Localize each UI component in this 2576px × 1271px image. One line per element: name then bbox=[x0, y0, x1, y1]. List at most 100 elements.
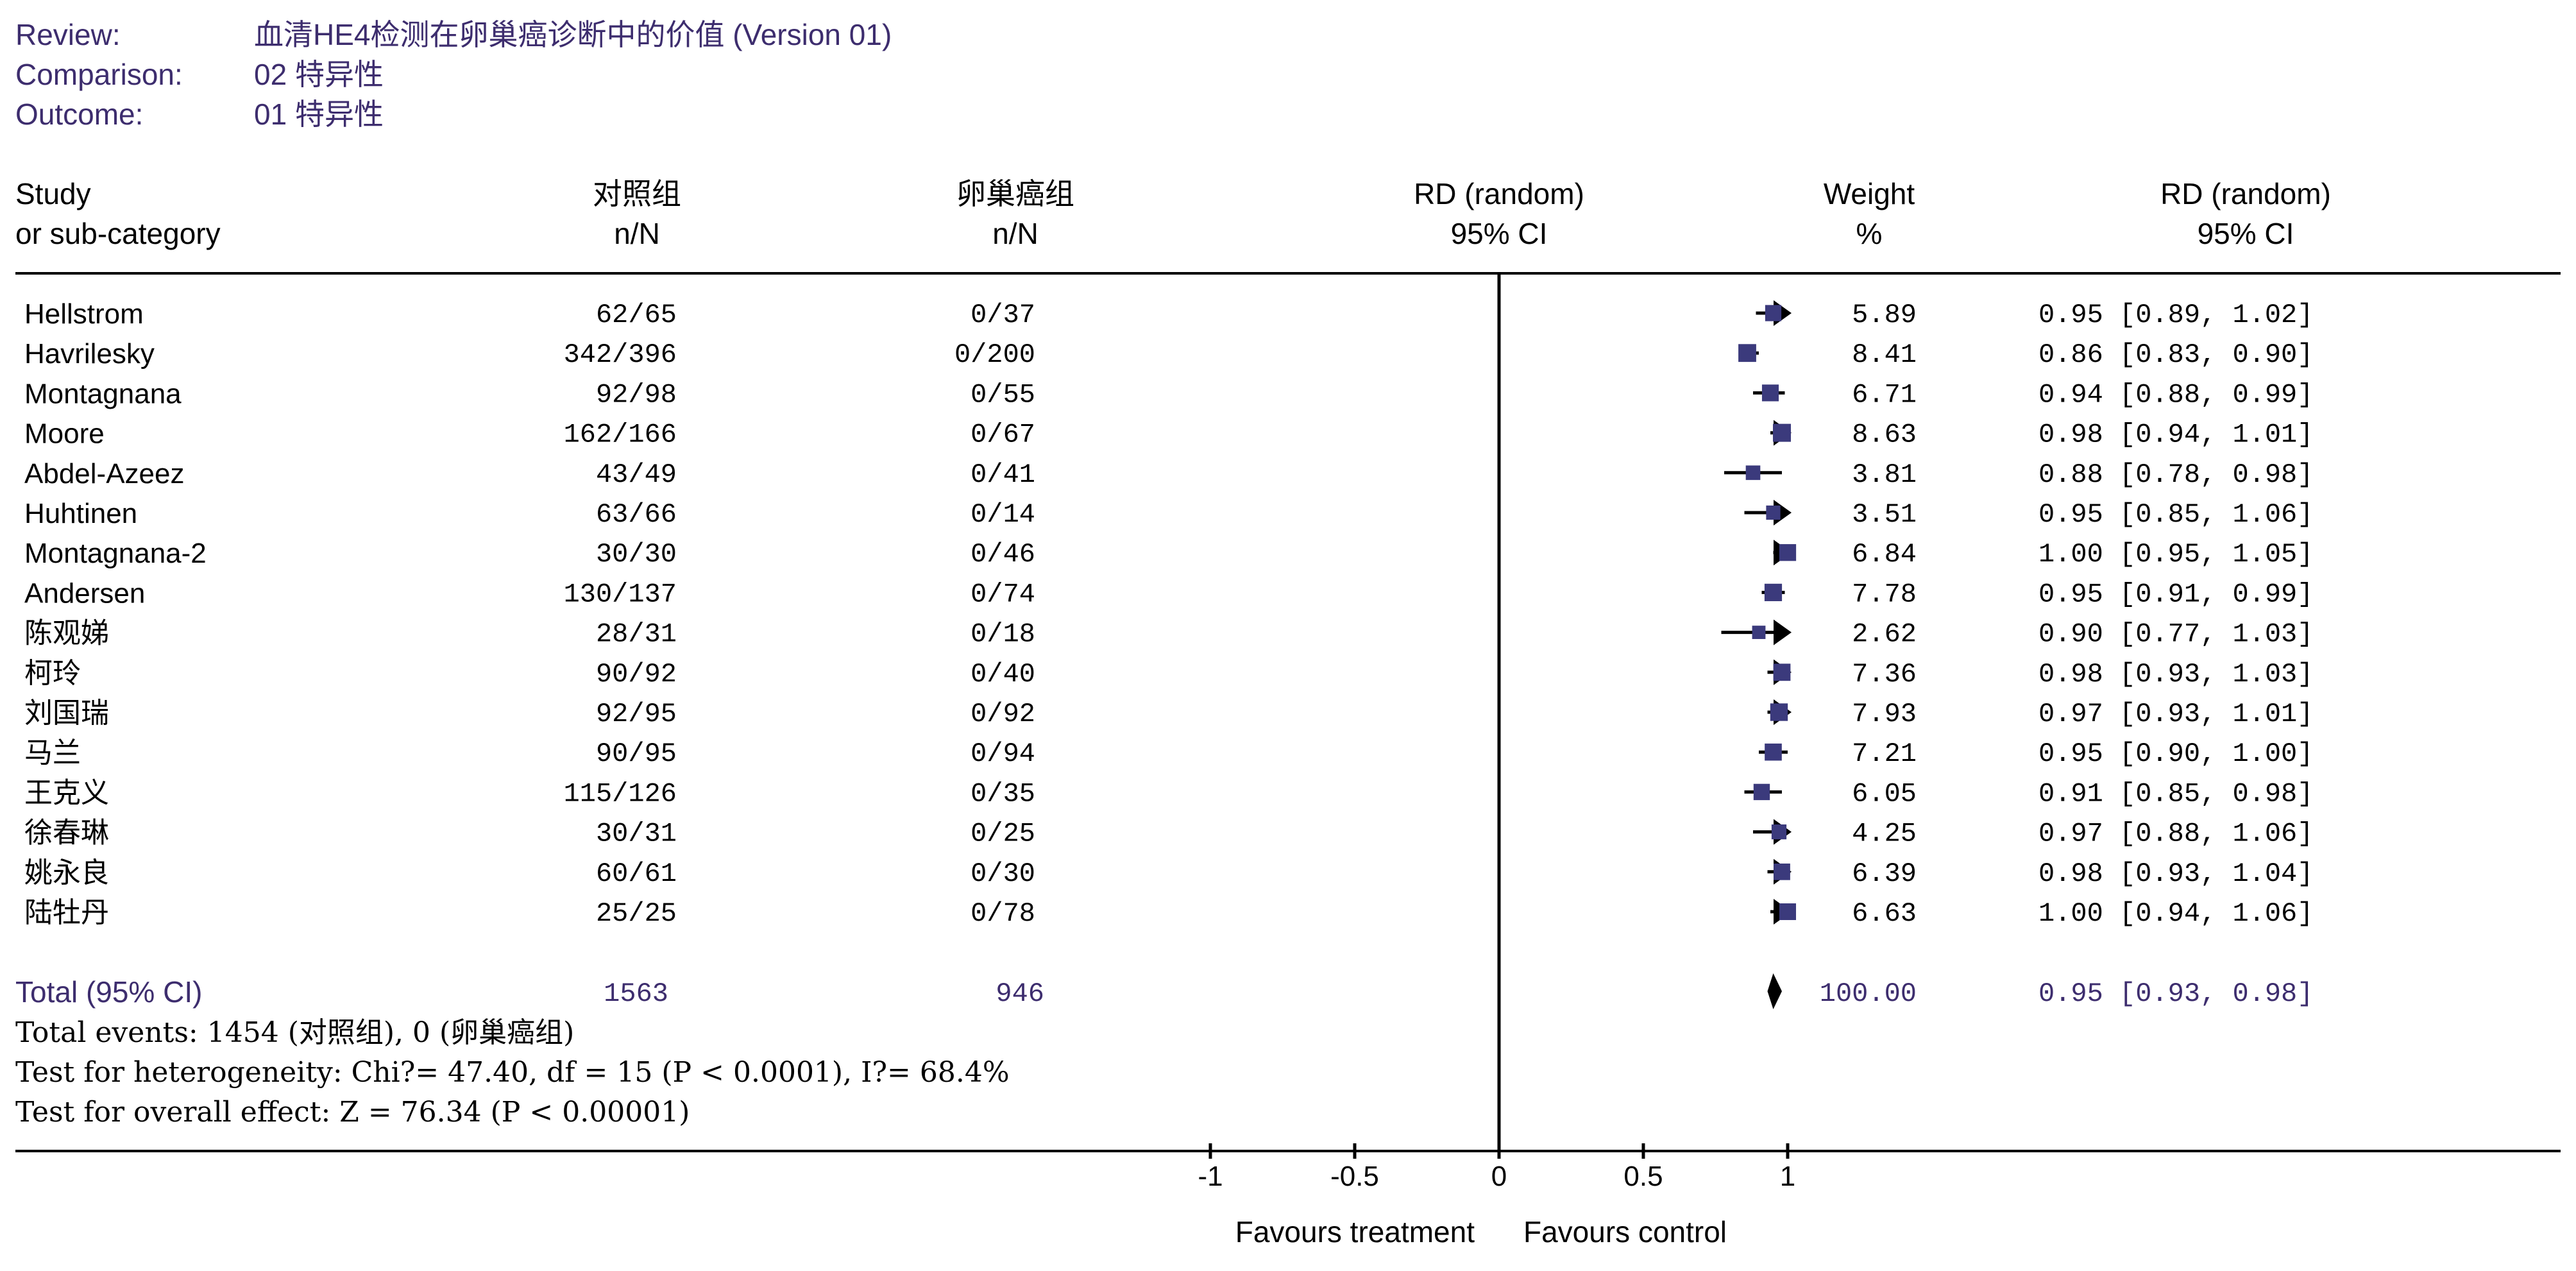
study-name: 柯玲 bbox=[24, 658, 81, 689]
study-weight: 5.89 bbox=[1852, 300, 1917, 330]
study-ci: 0.98 [0.93, 1.04] bbox=[2038, 858, 2313, 889]
study-weight: 7.21 bbox=[1852, 738, 1917, 769]
header-plot-ci: 95% CI bbox=[1451, 217, 1548, 250]
axis-direction-labels: Favours treatment Favours control bbox=[1235, 1215, 1727, 1249]
study-n1: 92/95 bbox=[596, 699, 677, 729]
axis-tick-label: 0 bbox=[1491, 1161, 1507, 1192]
study-row: 马兰 90/95 0/94 7.21 0.95 [0.90, 1.00] bbox=[24, 737, 2313, 769]
x-axis: -1 -0.5 0 0.5 1 bbox=[1198, 1143, 1795, 1192]
header-ci-sub: 95% CI bbox=[2198, 217, 2294, 250]
comparison-value: 02 特异性 bbox=[254, 58, 384, 91]
study-n1: 62/65 bbox=[596, 300, 677, 330]
study-ci: 0.94 [0.88, 0.99] bbox=[2038, 379, 2313, 410]
study-name: 姚永良 bbox=[24, 857, 109, 889]
axis-tick-label: 0.5 bbox=[1623, 1161, 1663, 1192]
study-name: 马兰 bbox=[24, 737, 81, 769]
header-study: Study bbox=[15, 177, 91, 210]
total-weight: 100.00 bbox=[1820, 978, 1917, 1009]
outcome-label: Outcome: bbox=[15, 98, 143, 131]
study-ci: 0.95 [0.90, 1.00] bbox=[2038, 738, 2313, 769]
study-row: Hellstrom 62/65 0/37 5.89 0.95 [0.89, 1.02] bbox=[24, 298, 2313, 330]
heterogeneity-test: Test for heterogeneity: Chi?= 47.40, df … bbox=[15, 1056, 1010, 1089]
study-row: 柯玲 90/92 0/40 7.36 0.98 [0.93, 1.03] bbox=[24, 658, 2313, 690]
pooled-diamond bbox=[1767, 973, 1782, 1009]
study-ci: 1.00 [0.94, 1.06] bbox=[2038, 898, 2313, 929]
header-group2-n: n/N bbox=[992, 217, 1038, 250]
study-ci: 0.90 [0.77, 1.03] bbox=[2038, 619, 2313, 650]
favours-treatment-label: Favours treatment bbox=[1235, 1215, 1475, 1249]
study-n1: 25/25 bbox=[596, 898, 677, 929]
point-estimate-box bbox=[1765, 743, 1782, 761]
study-weight: 6.05 bbox=[1852, 778, 1917, 809]
study-n1: 115/126 bbox=[564, 778, 677, 809]
point-estimate-box bbox=[1752, 626, 1766, 640]
point-estimate-box bbox=[1773, 663, 1791, 681]
study-n1: 28/31 bbox=[596, 619, 677, 650]
study-name: Montagnana bbox=[24, 378, 182, 409]
total-events: Total events: 1454 (对照组), 0 (卵巢癌组) bbox=[15, 1016, 574, 1049]
study-n2: 0/35 bbox=[970, 778, 1035, 809]
study-name: Huhtinen bbox=[24, 498, 137, 529]
study-n1: 63/66 bbox=[596, 499, 677, 530]
study-name: 陆牡丹 bbox=[24, 897, 109, 928]
study-n1: 92/98 bbox=[596, 379, 677, 410]
study-row: 徐春琳 30/31 0/25 4.25 0.97 [0.88, 1.06] bbox=[24, 817, 2313, 849]
study-n2: 0/30 bbox=[970, 858, 1035, 889]
study-name: 陈观娣 bbox=[24, 618, 109, 649]
study-n2: 0/74 bbox=[970, 579, 1035, 610]
comparison-label: Comparison: bbox=[15, 58, 183, 91]
study-row: 刘国瑞 92/95 0/92 7.93 0.97 [0.93, 1.01] bbox=[24, 697, 2313, 729]
point-estimate-box bbox=[1745, 465, 1761, 481]
review-value: 血清HE4检测在卵巢癌诊断中的价值 (Version 01) bbox=[254, 18, 892, 51]
study-weight: 6.63 bbox=[1852, 898, 1917, 929]
study-n1: 162/166 bbox=[564, 420, 677, 450]
outcome-value: 01 特异性 bbox=[254, 98, 384, 131]
study-name: Hellstrom bbox=[24, 298, 144, 330]
study-row: 姚永良 60/61 0/30 6.39 0.98 [0.93, 1.04] bbox=[24, 857, 2313, 889]
study-n1: 30/30 bbox=[596, 539, 677, 570]
point-estimate-box bbox=[1779, 903, 1797, 921]
study-weight: 3.51 bbox=[1852, 499, 1917, 530]
study-name: Moore bbox=[24, 418, 105, 450]
header-group2: 卵巢癌组 bbox=[956, 177, 1074, 210]
study-ci: 0.95 [0.89, 1.02] bbox=[2038, 300, 2313, 330]
study-row: 王克义 115/126 0/35 6.05 0.91 [0.85, 0.98] bbox=[24, 777, 2313, 809]
study-n1: 30/31 bbox=[596, 819, 677, 849]
point-estimate-box bbox=[1765, 305, 1782, 321]
study-name: Abdel-Azeez bbox=[24, 458, 184, 490]
point-estimate-box bbox=[1764, 583, 1783, 601]
point-estimate-box bbox=[1738, 344, 1756, 363]
study-name: 徐春琳 bbox=[24, 817, 109, 849]
study-n2: 0/92 bbox=[970, 699, 1035, 729]
study-row: Montagnana-2 30/30 0/46 6.84 1.00 [0.95, 1.0… bbox=[24, 538, 2313, 570]
ci-arrow bbox=[1774, 619, 1792, 645]
study-name: Montagnana-2 bbox=[24, 538, 207, 569]
axis-tick-label: 1 bbox=[1780, 1161, 1795, 1192]
study-n2: 0/37 bbox=[970, 300, 1035, 330]
study-ci: 1.00 [0.95, 1.05] bbox=[2038, 539, 2313, 570]
study-row: Havrilesky 342/396 0/200 8.41 0.86 [0.83, 0.… bbox=[24, 338, 2313, 370]
study-n2: 0/55 bbox=[970, 379, 1035, 410]
study-ci: 0.97 [0.93, 1.01] bbox=[2038, 699, 2313, 729]
total-n2: 946 bbox=[996, 978, 1044, 1009]
study-row: Andersen 130/137 0/74 7.78 0.95 [0.91, 0.99] bbox=[24, 577, 2313, 610]
study-ci: 0.98 [0.93, 1.03] bbox=[2038, 659, 2313, 690]
study-row: Montagnana 92/98 0/55 6.71 0.94 [0.88, 0.99] bbox=[24, 378, 2313, 410]
axis-tick-label: -0.5 bbox=[1330, 1161, 1379, 1192]
study-name: Andersen bbox=[24, 577, 145, 609]
study-n2: 0/200 bbox=[954, 339, 1035, 370]
header-group1: 对照组 bbox=[593, 177, 681, 210]
point-estimate-box bbox=[1753, 783, 1770, 801]
study-weight: 7.93 bbox=[1852, 699, 1917, 729]
study-name: Havrilesky bbox=[24, 338, 155, 370]
study-row: 陈观娣 28/31 0/18 2.62 0.90 [0.77, 1.03] bbox=[24, 618, 2313, 650]
axis-tick-label: -1 bbox=[1198, 1161, 1223, 1192]
favours-control-label: Favours control bbox=[1523, 1215, 1727, 1249]
study-n2: 0/14 bbox=[970, 499, 1035, 530]
header-weight-pct: % bbox=[1856, 217, 1883, 250]
column-headers: Study or sub-category 对照组 n/N 卵巢癌组 n/N R… bbox=[15, 177, 2331, 250]
study-n2: 0/46 bbox=[970, 539, 1035, 570]
study-ci: 0.98 [0.94, 1.01] bbox=[2038, 420, 2313, 450]
study-n1: 43/49 bbox=[596, 459, 677, 490]
